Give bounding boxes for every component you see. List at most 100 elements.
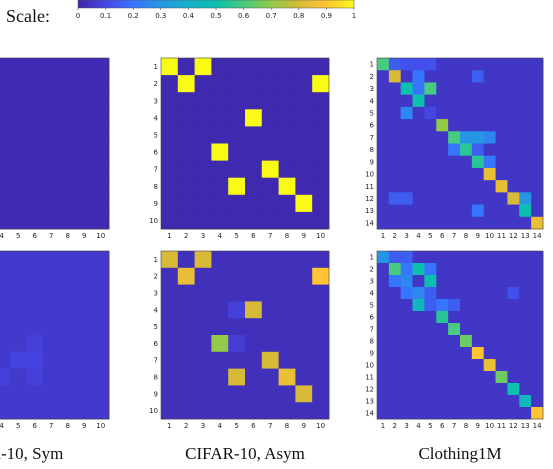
heatmap-cell — [76, 385, 93, 403]
heatmap-cell — [460, 323, 473, 336]
y-tick-label: 11 — [365, 374, 374, 382]
heatmap-cell — [436, 359, 449, 372]
heatmap-cell — [194, 143, 212, 161]
heatmap-cell — [388, 311, 402, 324]
heatmap-cell — [312, 92, 330, 110]
heatmap-cell — [377, 204, 390, 218]
x-tick-label: 12 — [509, 232, 518, 240]
heatmap-cell — [400, 359, 413, 372]
heatmap-cell — [388, 82, 402, 96]
heatmap-cell — [495, 180, 508, 193]
heatmap-cell — [436, 371, 449, 384]
heatmap-cell — [448, 119, 461, 132]
heatmap-cell — [92, 194, 110, 213]
heatmap-cell — [295, 351, 313, 369]
x-tick-label: 8 — [285, 232, 289, 240]
heatmap-cell — [471, 70, 485, 83]
heatmap-cell — [448, 204, 461, 218]
heatmap-cell — [59, 58, 77, 76]
heatmap-cell — [194, 177, 212, 196]
heatmap-cell — [377, 263, 390, 276]
heatmap-cell — [519, 216, 532, 230]
heatmap-cell — [312, 368, 330, 386]
heatmap-cell — [388, 94, 402, 108]
heatmap-cell — [448, 155, 461, 169]
heatmap-cell — [519, 143, 532, 157]
heatmap-cell — [531, 251, 544, 264]
heatmap-cell — [161, 351, 179, 369]
heatmap-cell — [161, 109, 179, 127]
heatmap-cell — [483, 395, 496, 408]
heatmap-cell — [460, 263, 473, 276]
heatmap-cell — [245, 160, 263, 179]
heatmap-cell — [177, 335, 195, 353]
heatmap-cell — [460, 299, 473, 312]
heatmap-cell — [10, 58, 27, 76]
heatmap-cell — [400, 167, 413, 181]
heatmap-cell — [43, 402, 60, 420]
heatmap-cell — [412, 311, 425, 324]
heatmap-cell — [228, 351, 246, 369]
x-tick-label: 5 — [428, 422, 432, 430]
y-tick-label: 10 — [365, 362, 374, 370]
heatmap-cell — [161, 75, 179, 93]
heatmap-cell — [471, 323, 485, 336]
heatmap-cell — [261, 160, 279, 179]
heatmap-cell — [76, 126, 93, 144]
heatmap-cell — [377, 192, 390, 205]
heatmap-cell — [483, 192, 496, 205]
heatmap-cell — [377, 275, 390, 288]
heatmap-cell — [495, 323, 508, 336]
heatmap-cell — [471, 311, 485, 324]
heatmap-cell — [211, 335, 229, 353]
heatmap-cell — [211, 126, 229, 144]
heatmap-cell — [424, 395, 437, 408]
heatmap-cell — [424, 94, 437, 108]
heatmap-cell — [412, 106, 425, 120]
heatmap-cell — [519, 383, 532, 396]
heatmap-cell — [92, 267, 110, 285]
heatmap-frame — [0, 250, 110, 420]
heatmap-cell — [483, 251, 496, 264]
heatmap-cell — [278, 75, 296, 93]
heatmap-cell — [424, 299, 437, 312]
x-tick-label: 8 — [464, 232, 468, 240]
y-tick-label: 1 — [154, 63, 158, 71]
heatmap-cell — [483, 58, 496, 71]
heatmap-cell — [228, 143, 246, 161]
x-tick-label: 10 — [316, 232, 325, 240]
heatmap-cell — [76, 177, 93, 196]
heatmap-cell — [507, 371, 520, 384]
heatmap-cell — [531, 407, 544, 420]
heatmap-cell — [278, 211, 296, 230]
heatmap-cell — [59, 75, 77, 93]
colorbar-tick-label: 0.1 — [100, 12, 111, 20]
heatmap-cell — [460, 143, 473, 157]
heatmap-cell — [495, 263, 508, 276]
heatmap-cell — [495, 275, 508, 288]
y-tick-label: 9 — [154, 200, 158, 208]
heatmap-cell — [519, 106, 532, 120]
heatmap-cell — [483, 311, 496, 324]
heatmap-cell — [519, 131, 532, 144]
heatmap-cell — [278, 143, 296, 161]
heatmap-cell — [59, 160, 77, 179]
heatmap-cell — [161, 267, 179, 285]
heatmap-cell — [76, 251, 93, 269]
heatmap-cell — [436, 119, 449, 132]
y-tick-label: 1 — [154, 256, 158, 264]
heatmap-cell — [261, 75, 279, 93]
x-tick-label: 8 — [66, 232, 70, 240]
heatmap-cell — [531, 58, 544, 71]
heatmap-cell — [10, 318, 27, 336]
heatmap-cell — [531, 395, 544, 408]
heatmap-cell — [495, 347, 508, 360]
heatmap-cell — [471, 216, 485, 230]
heatmap-cell — [471, 143, 485, 157]
heatmap-cell — [519, 335, 532, 348]
heatmap-cell — [460, 216, 473, 230]
heatmap-cell — [312, 267, 330, 285]
heatmap-cell — [228, 177, 246, 196]
heatmap-cell — [377, 347, 390, 360]
heatmap-cell — [295, 194, 313, 213]
